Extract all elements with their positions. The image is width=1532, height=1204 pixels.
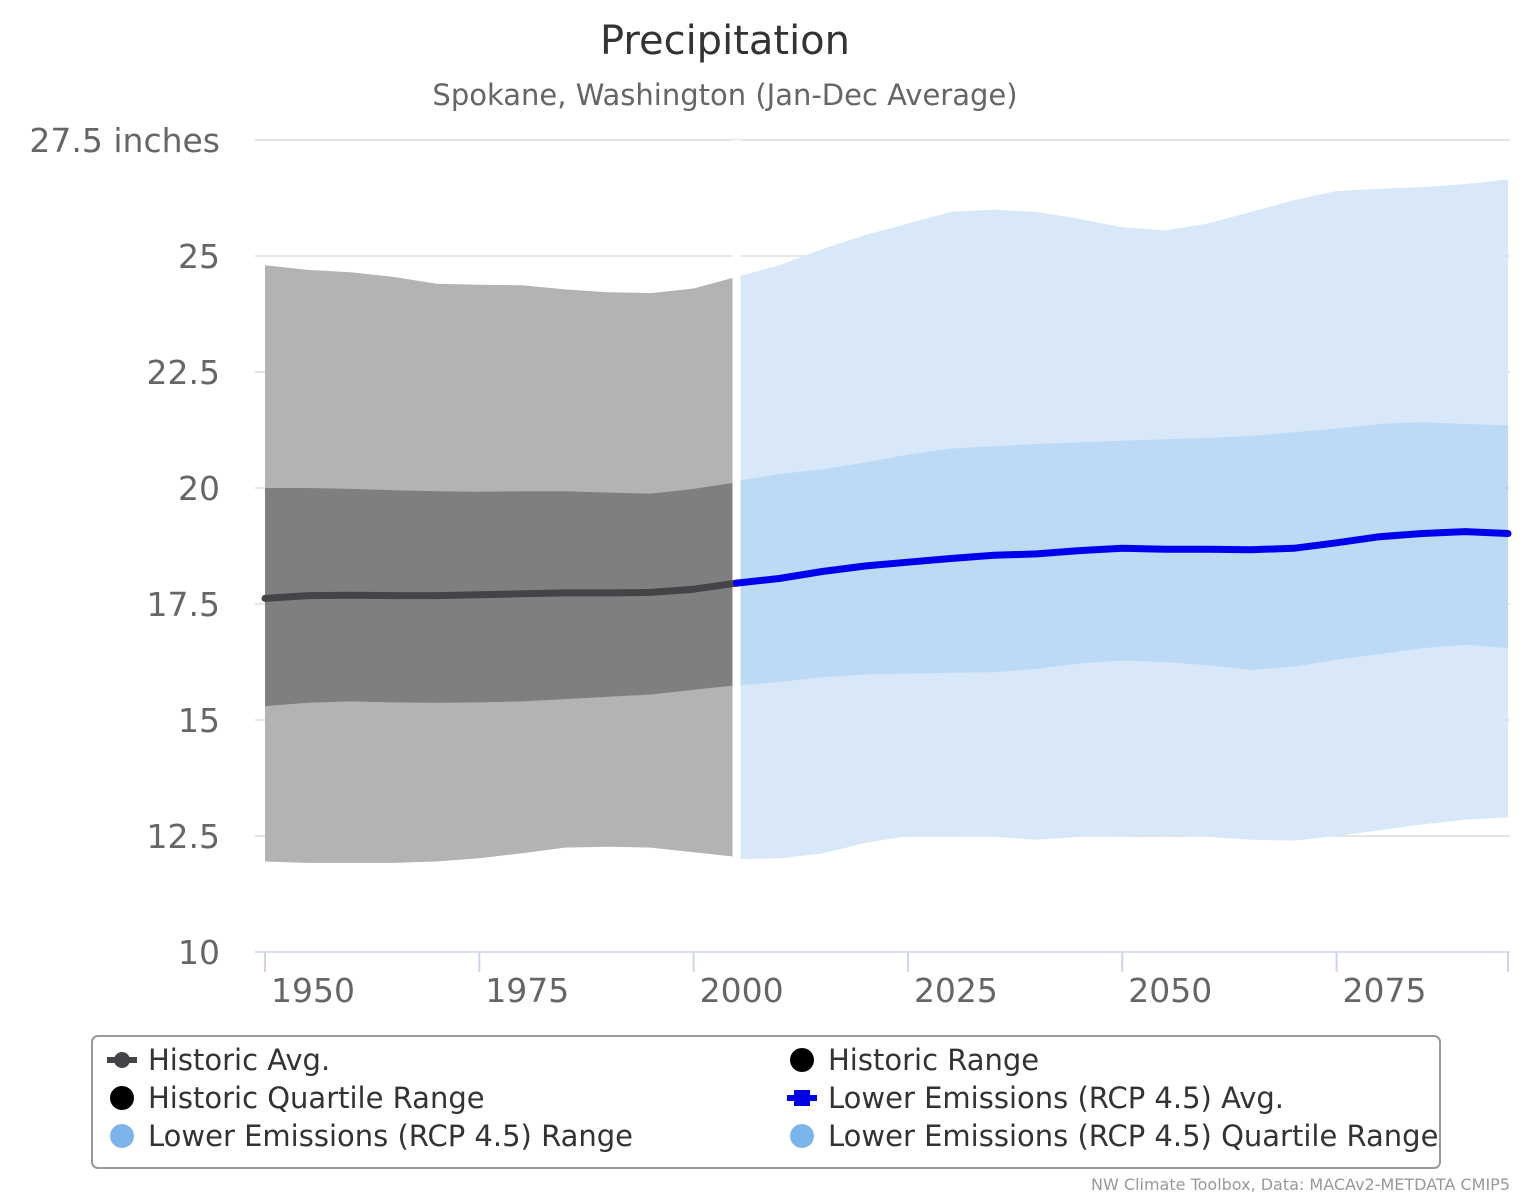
- y-tick-label: 12.5: [147, 817, 220, 856]
- legend-box: [91, 1035, 1441, 1169]
- y-tick-label: 22.5: [147, 353, 220, 392]
- legend-item[interactable]: Lower Emissions (RCP 4.5) Quartile Range: [790, 1119, 1438, 1153]
- series-lines: [261, 528, 1512, 602]
- x-tick-label: 1950: [271, 971, 355, 1010]
- legend-circle-marker: [790, 1048, 814, 1072]
- y-tick-label: 17.5: [147, 585, 220, 624]
- x-tick-label: 2025: [914, 971, 998, 1010]
- rcp45-avg-line: [733, 528, 1512, 587]
- series-areas: [265, 140, 1508, 951]
- legend-circle-marker: [110, 1086, 134, 1110]
- y-tick-label: 20: [178, 469, 220, 508]
- legend-label: Lower Emissions (RCP 4.5) Quartile Range: [828, 1119, 1438, 1153]
- x-tick-label: 2000: [700, 971, 784, 1010]
- x-tick-label: 2050: [1128, 971, 1212, 1010]
- legend-item[interactable]: Lower Emissions (RCP 4.5) Avg.: [787, 1081, 1284, 1115]
- legend-item[interactable]: Lower Emissions (RCP 4.5) Range: [110, 1119, 633, 1153]
- legend: Historic Avg. Historic Range Historic Quar…: [91, 1035, 1441, 1169]
- rcp45-quartile-area: [736, 422, 1508, 686]
- chart-subtitle: Spokane, Washington (Jan-Dec Average): [432, 78, 1017, 112]
- legend-label: Lower Emissions (RCP 4.5) Avg.: [828, 1081, 1284, 1115]
- chart-title: Precipitation: [600, 18, 850, 64]
- y-tick-label: 27.5 inches: [29, 121, 220, 160]
- legend-label: Lower Emissions (RCP 4.5) Range: [148, 1119, 633, 1153]
- x-tick-label: 2075: [1343, 971, 1427, 1010]
- legend-label: Historic Avg.: [148, 1043, 330, 1077]
- axes: 10 12.5 15 17.5 20 22.5 25 27.5 inches 1950 1975 2…: [29, 121, 1509, 1010]
- legend-circle-marker: [110, 1124, 134, 1148]
- legend-label: Historic Quartile Range: [148, 1081, 485, 1115]
- legend-circle-marker: [114, 1052, 130, 1068]
- legend-item[interactable]: Historic Quartile Range: [110, 1081, 485, 1115]
- x-tick-label: 1975: [485, 971, 569, 1010]
- period-divider: [732, 140, 741, 951]
- historic-avg-line: [261, 579, 740, 602]
- legend-item[interactable]: Historic Range: [790, 1043, 1039, 1077]
- legend-circle-marker: [790, 1124, 814, 1148]
- y-tick-label: 25: [178, 237, 220, 276]
- y-tick-label: 10: [178, 933, 220, 972]
- y-tick-label: 15: [178, 701, 220, 740]
- legend-label: Historic Range: [828, 1043, 1039, 1077]
- chart-credit: NW Climate Toolbox, Data: MACAv2-METDATA…: [1091, 1175, 1510, 1194]
- legend-item[interactable]: Historic Avg.: [107, 1043, 330, 1077]
- legend-square-marker: [794, 1090, 810, 1106]
